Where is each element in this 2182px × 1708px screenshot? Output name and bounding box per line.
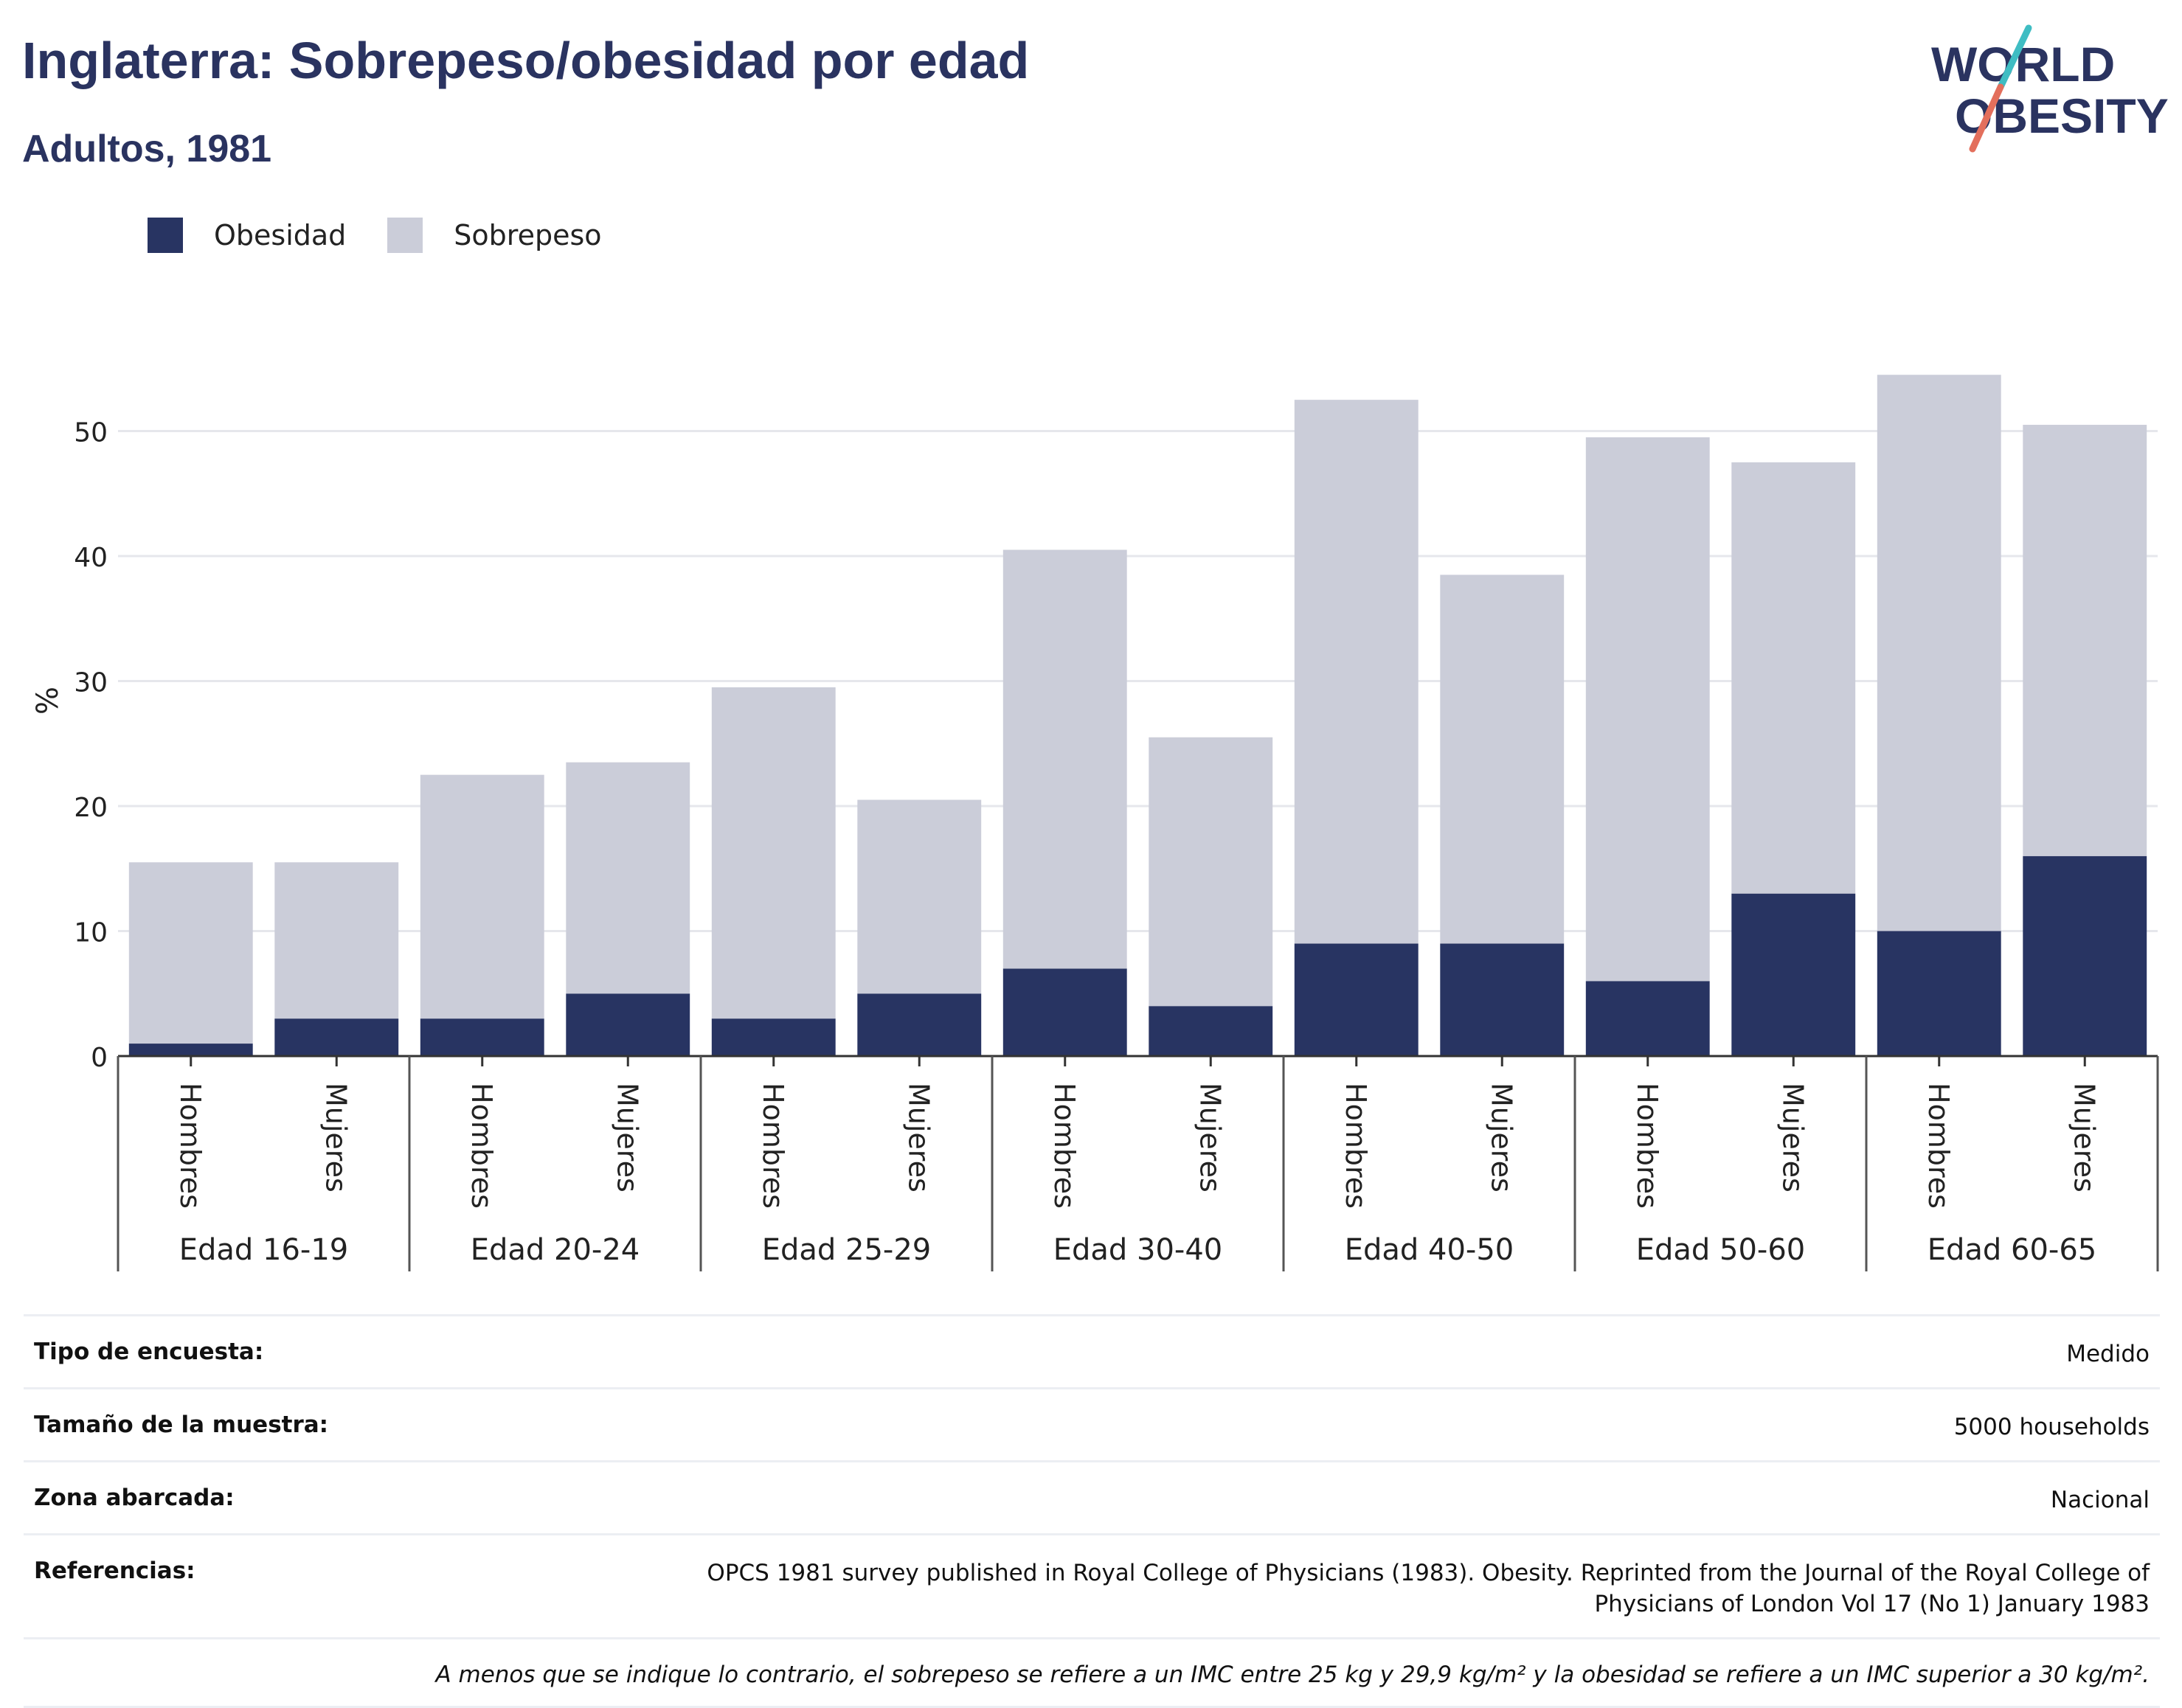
legend-swatch-sobrepeso	[387, 218, 423, 253]
x-tick-label: Mujeres	[1194, 1083, 1226, 1193]
bar-sobrepeso-edad-20-24-hombres	[420, 774, 544, 1019]
y-tick-label: 40	[74, 543, 108, 573]
group-label: Edad 60-65	[1928, 1233, 2097, 1267]
bar-sobrepeso-edad-40-50-hombres	[1294, 400, 1419, 944]
bar-obesidad-edad-25-29-mujeres	[857, 993, 982, 1056]
bar-obesidad-edad-40-50-hombres	[1294, 943, 1419, 1056]
x-tick-label: Hombres	[1922, 1083, 1955, 1209]
survey-info-table: Tipo de encuesta: Medido Tamaño de la mu…	[24, 1314, 2160, 1708]
legend-item-sobrepeso[interactable]: Sobrepeso	[387, 218, 602, 253]
bar-obesidad-edad-60-65-hombres	[1877, 931, 2001, 1056]
bar-obesidad-edad-60-65-mujeres	[2023, 855, 2147, 1056]
bar-sobrepeso-edad-25-29-hombres	[711, 687, 836, 1019]
y-tick-label: 20	[74, 793, 108, 823]
group-label: Edad 25-29	[762, 1233, 932, 1267]
definition-note: A menos que se indique lo contrario, el …	[24, 1637, 2160, 1706]
bar-obesidad-edad-20-24-mujeres	[566, 993, 690, 1056]
y-tick-label: 30	[74, 668, 108, 698]
info-value: Medido	[2066, 1341, 2150, 1367]
info-key: Zona abarcada:	[34, 1485, 235, 1511]
info-key: Tamaño de la muestra:	[34, 1412, 329, 1438]
bar-sobrepeso-edad-40-50-mujeres	[1440, 574, 1565, 944]
chart-subtitle: Adultos, 1981	[22, 128, 272, 170]
y-tick-label: 0	[91, 1043, 108, 1073]
bar-obesidad-edad-30-40-hombres	[1002, 968, 1127, 1056]
x-tick-label: Mujeres	[902, 1083, 935, 1193]
bar-sobrepeso-edad-25-29-mujeres	[857, 799, 982, 994]
x-tick-label: Hombres	[465, 1083, 498, 1209]
bar-obesidad-edad-25-29-hombres	[711, 1018, 836, 1056]
legend-label-sobrepeso: Sobrepeso	[454, 219, 602, 251]
group-label: Edad 30-40	[1053, 1233, 1223, 1267]
bar-obesidad-edad-40-50-mujeres	[1440, 943, 1565, 1056]
info-row-sample-size: Tamaño de la muestra: 5000 households	[24, 1387, 2160, 1460]
bar-obesidad-edad-16-19-hombres	[128, 1044, 253, 1056]
chart-legend: Obesidad Sobrepeso	[148, 218, 643, 253]
x-tick-label: Mujeres	[611, 1083, 643, 1193]
x-tick-label: Mujeres	[1776, 1083, 1809, 1193]
bar-obesidad-edad-50-60-mujeres	[1731, 893, 1856, 1056]
x-tick-label: Mujeres	[2068, 1083, 2100, 1193]
info-row-survey-type: Tipo de encuesta: Medido	[24, 1314, 2160, 1387]
info-key: Tipo de encuesta:	[34, 1339, 264, 1365]
stacked-bar-chart: 0 10 20 30 40 50% Hombres Mujeres Hombres Mujeres…	[31, 375, 2159, 1271]
info-row-coverage: Zona abarcada: Nacional	[24, 1460, 2160, 1533]
bar-obesidad-edad-20-24-hombres	[420, 1018, 544, 1056]
x-tick-label: Mujeres	[319, 1083, 352, 1193]
info-value: 5000 households	[1953, 1414, 2150, 1440]
bar-obesidad-edad-16-19-mujeres	[274, 1018, 399, 1056]
x-tick-label: Hombres	[757, 1083, 789, 1209]
legend-swatch-obesidad	[148, 218, 183, 253]
bar-obesidad-edad-50-60-hombres	[1585, 981, 1710, 1056]
group-label: Edad 40-50	[1345, 1233, 1514, 1267]
legend-item-obesidad[interactable]: Obesidad	[148, 218, 346, 253]
bar-sobrepeso-edad-50-60-hombres	[1585, 437, 1710, 982]
bar-sobrepeso-edad-16-19-hombres	[128, 862, 253, 1044]
group-label: Edad 20-24	[471, 1233, 640, 1267]
world-obesity-logo: WORLD OBESITY	[1931, 24, 2169, 153]
info-value: OPCS 1981 survey published in Royal Coll…	[707, 1560, 2150, 1617]
y-axis-label: %	[31, 687, 65, 715]
info-key: Referencias:	[34, 1558, 195, 1584]
bar-sobrepeso-edad-16-19-mujeres	[274, 862, 399, 1019]
bar-obesidad-edad-30-40-mujeres	[1149, 1006, 1273, 1056]
bar-sobrepeso-edad-50-60-mujeres	[1731, 462, 1856, 894]
info-value: Nacional	[2050, 1487, 2150, 1513]
info-row-references: Referencias: OPCS 1981 survey published …	[24, 1533, 2160, 1637]
y-tick-label: 10	[74, 918, 108, 948]
bar-sobrepeso-edad-30-40-hombres	[1002, 549, 1127, 969]
x-tick-label: Mujeres	[1485, 1083, 1517, 1193]
definition-note-text: A menos que se indique lo contrario, el …	[435, 1662, 2150, 1688]
bar-sobrepeso-edad-60-65-mujeres	[2023, 425, 2147, 856]
legend-label-obesidad: Obesidad	[214, 219, 347, 251]
bar-sobrepeso-edad-20-24-mujeres	[566, 762, 690, 994]
y-tick-label: 50	[74, 418, 108, 448]
x-tick-label: Hombres	[1340, 1083, 1372, 1209]
x-tick-label: Hombres	[174, 1083, 207, 1209]
chart-title: Inglaterra: Sobrepeso/obesidad por edad	[22, 32, 1030, 89]
bar-sobrepeso-edad-30-40-mujeres	[1149, 737, 1273, 1007]
group-label: Edad 50-60	[1636, 1233, 1806, 1267]
bar-sobrepeso-edad-60-65-hombres	[1877, 375, 2001, 931]
x-tick-label: Hombres	[1048, 1083, 1081, 1209]
x-tick-label: Hombres	[1631, 1083, 1663, 1209]
group-label: Edad 16-19	[179, 1233, 349, 1267]
